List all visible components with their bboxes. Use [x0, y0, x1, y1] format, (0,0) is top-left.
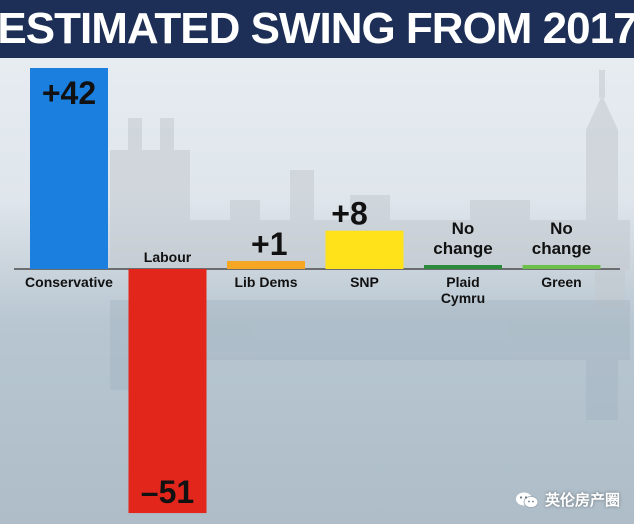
- value-label-snp: +8: [331, 196, 367, 232]
- title-bar: ESTIMATED SWING FROM 2017: [0, 0, 634, 58]
- bar-labour: [128, 269, 207, 514]
- value-label-green-line2: change: [532, 239, 592, 258]
- category-label-conservative: Conservative: [25, 274, 113, 290]
- value-label-lib-dems: +1: [251, 226, 287, 262]
- bar-green: [522, 265, 601, 269]
- chart-title: ESTIMATED SWING FROM 2017: [0, 4, 634, 53]
- category-label-labour: Labour: [144, 249, 192, 265]
- bar-snp: [325, 230, 404, 269]
- value-label-plaid-cymru: No: [452, 219, 475, 238]
- category-label-plaid-cymru: Plaid: [446, 274, 479, 290]
- value-label-green: No: [550, 219, 573, 238]
- category-label-plaid-cymru-line2: Cymru: [441, 290, 485, 306]
- category-label-green: Green: [541, 274, 581, 290]
- value-label-conservative: +42: [42, 75, 96, 111]
- watermark: 英伦房产圈: [515, 489, 620, 510]
- category-label-lib-dems: Lib Dems: [234, 274, 297, 290]
- wechat-icon: [515, 491, 539, 509]
- bar-plaid-cymru: [424, 265, 502, 269]
- value-label-plaid-cymru-line2: change: [433, 239, 493, 258]
- bar-conservative: [30, 68, 108, 269]
- category-label-snp: SNP: [350, 274, 379, 290]
- value-label-labour: –51: [141, 474, 194, 510]
- watermark-text: 英伦房产圈: [544, 492, 620, 509]
- bar-lib-dems: [227, 261, 305, 269]
